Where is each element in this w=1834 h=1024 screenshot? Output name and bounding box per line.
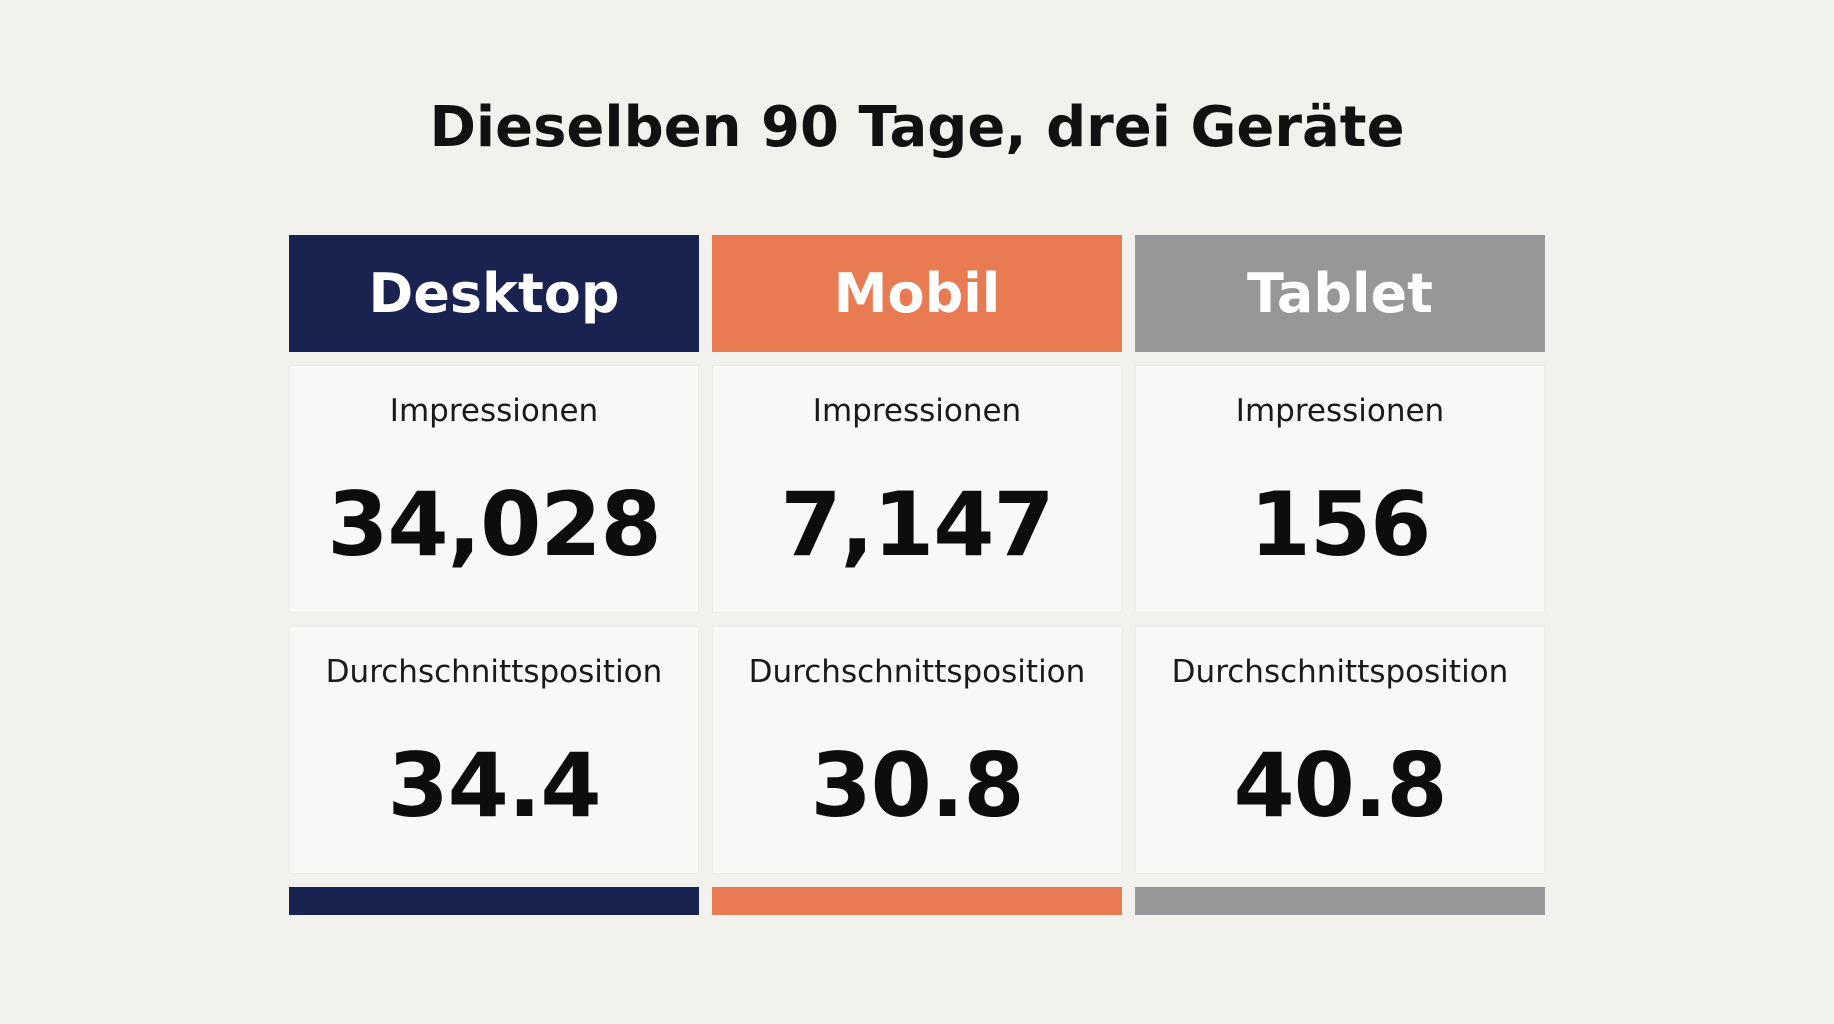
position-label: Durchschnittsposition (748, 654, 1086, 690)
position-value: 34.4 (387, 734, 601, 837)
column-title: Mobil (833, 262, 1001, 325)
impressions-label: Impressionen (1235, 393, 1445, 429)
impressions-label: Impressionen (812, 393, 1022, 429)
column-footer-bar-mobil (712, 887, 1122, 915)
column-footer-bar-tablet (1135, 887, 1545, 915)
impressions-card: Impressionen 34,028 (289, 365, 699, 613)
position-value: 30.8 (810, 734, 1024, 837)
column-mobil: Mobil Impressionen 7,147 Durchschnittspo… (712, 235, 1122, 915)
position-value: 40.8 (1233, 734, 1447, 837)
column-title: Tablet (1247, 262, 1433, 325)
impressions-card: Impressionen 156 (1135, 365, 1545, 613)
impressions-value: 156 (1249, 473, 1432, 576)
position-card: Durchschnittsposition 34.4 (289, 626, 699, 874)
impressions-label: Impressionen (389, 393, 599, 429)
column-header-desktop: Desktop (289, 235, 699, 352)
column-tablet: Tablet Impressionen 156 Durchschnittspos… (1135, 235, 1545, 915)
column-header-tablet: Tablet (1135, 235, 1545, 352)
column-title: Desktop (368, 262, 620, 325)
device-columns: Desktop Impressionen 34,028 Durchschnitt… (289, 235, 1546, 915)
position-card: Durchschnittsposition 40.8 (1135, 626, 1545, 874)
column-desktop: Desktop Impressionen 34,028 Durchschnitt… (289, 235, 699, 915)
impressions-value: 7,147 (780, 473, 1054, 576)
impressions-value: 34,028 (327, 473, 662, 576)
impressions-card: Impressionen 7,147 (712, 365, 1122, 613)
position-label: Durchschnittsposition (325, 654, 663, 690)
column-footer-bar-desktop (289, 887, 699, 915)
position-card: Durchschnittsposition 30.8 (712, 626, 1122, 874)
position-label: Durchschnittsposition (1171, 654, 1509, 690)
column-header-mobil: Mobil (712, 235, 1122, 352)
page-title: Dieselben 90 Tage, drei Geräte (429, 95, 1405, 160)
